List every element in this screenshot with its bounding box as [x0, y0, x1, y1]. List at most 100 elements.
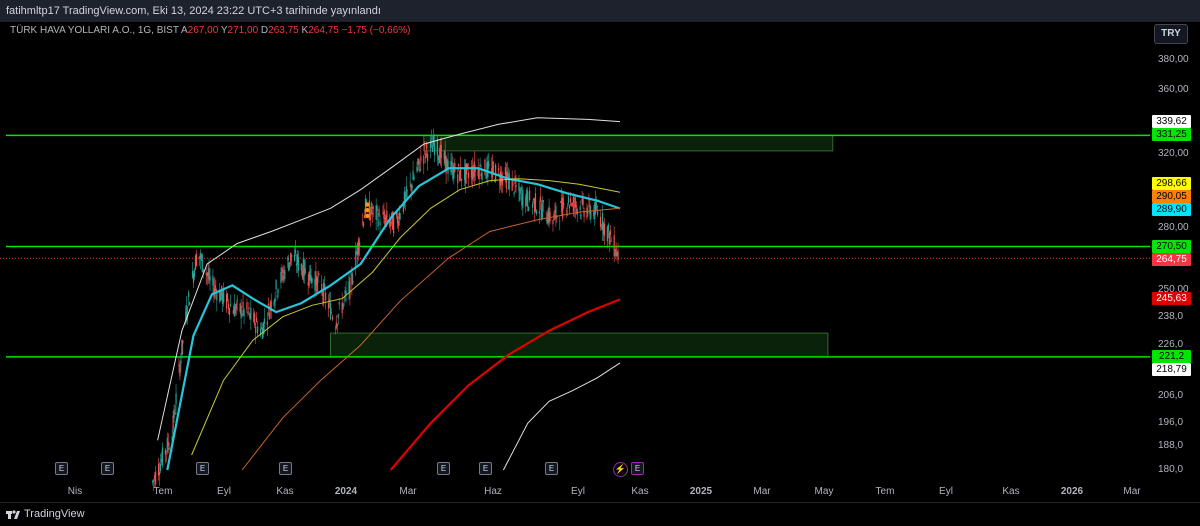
candle-body [438, 155, 440, 163]
candle-body [552, 220, 554, 225]
candle-body [379, 221, 381, 226]
candle-body [283, 269, 285, 274]
legend-open-label: A [181, 25, 188, 36]
candle-body [172, 415, 174, 430]
candle-body [168, 447, 170, 450]
candle-body [358, 239, 360, 254]
candle-body [500, 173, 503, 183]
candle-body [487, 160, 489, 177]
candle-body [376, 206, 378, 212]
signal-dot [570, 202, 575, 207]
x-axis-tick-label: Mar [1123, 486, 1141, 497]
candle-body [364, 198, 367, 215]
candle-body [461, 178, 463, 181]
candle-body [324, 284, 326, 288]
tradingview-logo[interactable]: TradingView [6, 508, 85, 520]
x-axis-tick-label: 2025 [690, 486, 713, 497]
price-label-box: 289,90 [1152, 203, 1191, 216]
x-axis-tick-label: Kas [276, 486, 293, 497]
earnings-event-badge[interactable]: E [101, 462, 114, 475]
candle-body [561, 197, 563, 212]
candle-body [590, 211, 592, 219]
candle-body [546, 220, 548, 225]
candle-body [413, 176, 415, 180]
earnings-event-badge[interactable]: E [279, 462, 292, 475]
candle-body [246, 302, 248, 310]
candle-body [242, 301, 244, 309]
candle-body [362, 222, 365, 227]
candle-body [189, 302, 191, 306]
candle-body [419, 168, 421, 172]
candle-body [393, 216, 395, 234]
price-chart[interactable]: Nis Tem Eyl Kas 2024 Mar Haz Eyl Kas 2025 Mar May Te… [0, 0, 1150, 502]
candle-body [260, 327, 263, 329]
candle-body [227, 303, 230, 309]
signal-dot [365, 213, 370, 219]
candle-body [291, 254, 293, 257]
candle-body [411, 185, 413, 189]
candle-body [383, 211, 385, 219]
earnings-event-badge[interactable]: E [479, 462, 492, 475]
dividend-bolt-icon[interactable]: ⚡ [613, 462, 628, 477]
candle-body [233, 303, 235, 317]
price-label-box: 339,62 [1152, 115, 1191, 128]
candle-body [157, 463, 160, 476]
candle-body [409, 182, 411, 184]
candle-body [390, 221, 392, 224]
candle-body [284, 270, 286, 280]
candle-body [259, 329, 262, 336]
candle-body [450, 160, 452, 173]
earnings-event-badge[interactable]: E [196, 462, 209, 475]
candle-body [236, 299, 238, 301]
earnings-event-badge[interactable]: E [55, 462, 68, 475]
earnings-event-badge[interactable]: E [437, 462, 450, 475]
candle-body [226, 293, 229, 301]
candle-body [317, 277, 319, 283]
y-axis-tick-label: 180,0 [1158, 464, 1184, 475]
candle-body [174, 413, 176, 414]
currency-button[interactable]: TRY [1154, 24, 1188, 44]
candle-body [345, 290, 347, 295]
candle-body [436, 138, 438, 156]
candle-body [269, 302, 271, 309]
candle-body [352, 280, 354, 284]
legend-symbol: TÜRK HAVA YOLLARI A.O., 1G, BIST [10, 25, 179, 36]
candle-body [457, 174, 459, 184]
candle-body [209, 276, 211, 281]
candle-body [478, 168, 480, 180]
candle-body [464, 164, 467, 184]
candle-body [399, 216, 402, 218]
candle-body [355, 250, 357, 267]
x-axis-tick-label: Eyl [571, 486, 585, 497]
x-axis-tick-label: 2026 [1061, 486, 1084, 497]
candle-body [208, 268, 210, 280]
candle-body [506, 171, 508, 178]
earnings-event-badge[interactable]: E [631, 462, 644, 475]
candle-body [474, 168, 476, 172]
candle-body [205, 272, 207, 275]
candle-body [328, 299, 331, 302]
candle-body [382, 212, 384, 214]
candle-body [576, 208, 578, 215]
candle-body [535, 210, 538, 214]
candle-body [195, 254, 198, 266]
candle-body [175, 393, 177, 405]
candle-body [439, 145, 441, 164]
candle-body [344, 290, 346, 294]
candle-body [488, 163, 490, 167]
y-axis-tick-label: 238,0 [1158, 310, 1184, 322]
candle-body [397, 221, 400, 227]
candle-body [427, 153, 429, 162]
candle-body [161, 447, 164, 466]
footer-bar: TradingView [0, 502, 1200, 526]
candle-body [325, 292, 327, 301]
candle-body [222, 293, 224, 304]
candle-body [310, 275, 312, 283]
candle-body [603, 223, 606, 237]
candle-body [372, 206, 374, 209]
candle-body [228, 308, 231, 315]
ma-orange-line [241, 207, 621, 471]
earnings-event-badge[interactable]: E [545, 462, 558, 475]
candle-body [349, 277, 351, 299]
candle-body [429, 140, 432, 149]
